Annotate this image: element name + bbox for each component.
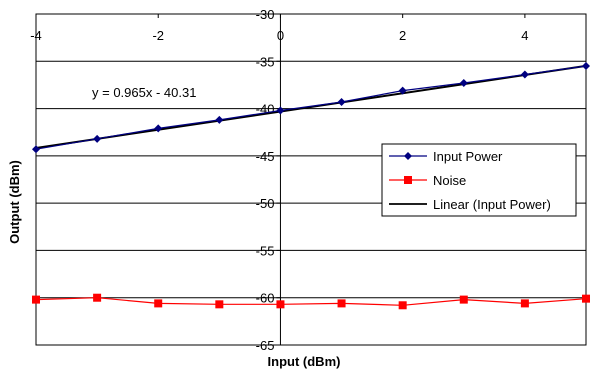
y-tick-label: -60 [256, 291, 275, 306]
x-tick-label: 0 [277, 28, 284, 43]
legend-entry-noise: Noise [389, 173, 466, 188]
legend-label-input-power: Input Power [433, 149, 503, 164]
series-line-noise [35, 297, 587, 306]
y-tick-label: -45 [256, 149, 275, 164]
noise-point [276, 300, 285, 309]
y-tick-label: -50 [256, 196, 275, 211]
legend-square-marker [404, 176, 412, 184]
input-power-point [337, 97, 346, 106]
legend-entry-input-power: Input Power [389, 149, 503, 164]
noise-point [337, 299, 346, 308]
noise-point [520, 299, 529, 308]
input-power-point [93, 134, 102, 143]
noise-point [93, 293, 102, 302]
x-axis: -4 -2 0 2 4 [30, 14, 529, 43]
y-axis-title: Output (dBm) [7, 160, 22, 244]
input-power-point [582, 62, 590, 71]
noise-point [459, 295, 468, 304]
input-power-point [276, 106, 285, 115]
x-tick-label: -2 [152, 28, 164, 43]
input-power-point [520, 70, 529, 79]
x-tick-label: 4 [521, 28, 528, 43]
series-layer [35, 64, 587, 306]
input-power-point [459, 79, 468, 88]
legend: Input Power Noise Linear (Input Power) [381, 143, 577, 217]
gridlines [36, 13, 586, 346]
plot-area-frame [35, 13, 587, 346]
legend-label-noise: Noise [433, 173, 466, 188]
legend-diamond-marker [404, 152, 412, 160]
noise-point [215, 300, 224, 309]
plot-border [35, 13, 587, 346]
marker-layer [32, 62, 590, 310]
noise-point [582, 294, 590, 303]
noise-point [398, 301, 407, 310]
series-line-input-power [35, 65, 587, 150]
trendline-linear [35, 64, 587, 149]
x-tick-label: 2 [399, 28, 406, 43]
legend-label-linear: Linear (Input Power) [433, 197, 551, 212]
trendline-equation: y = 0.965x - 40.31 [92, 85, 196, 100]
input-power-point [215, 115, 224, 124]
noise-point [154, 299, 163, 308]
input-power-point [398, 86, 407, 95]
legend-entry-linear: Linear (Input Power) [389, 197, 551, 212]
input-power-point [32, 145, 40, 154]
x-axis-title: Input (dBm) [268, 354, 341, 369]
input-power-point [154, 124, 163, 133]
y-axis: -30-35-40-45-50-55-60-65 [256, 7, 281, 353]
y-tick-label: -35 [256, 54, 275, 69]
y-tick-label: -55 [256, 243, 275, 258]
noise-point [32, 295, 40, 304]
